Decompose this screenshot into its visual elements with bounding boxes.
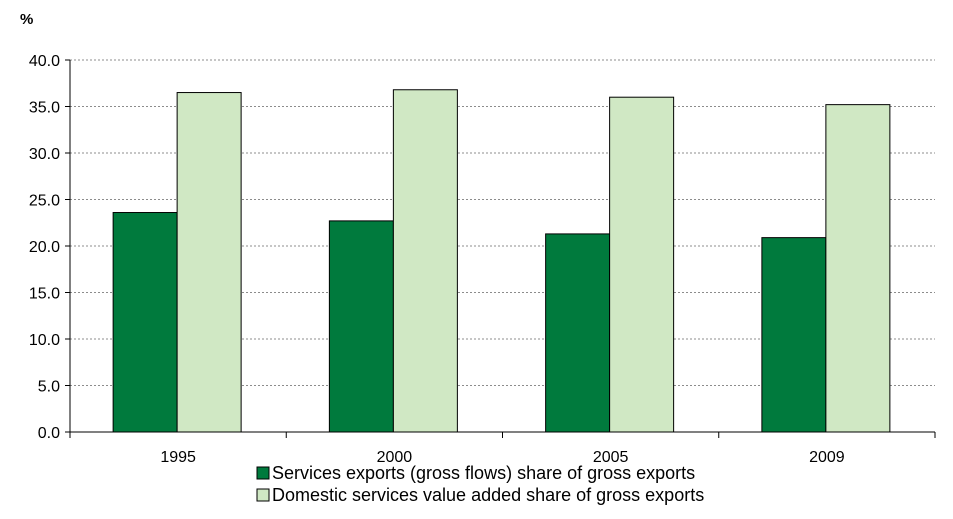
legend: Services exports (gross flows) share of … <box>256 463 704 505</box>
x-tick-label: 1995 <box>160 449 196 466</box>
y-tick-label: 35.0 <box>29 100 60 117</box>
y-tick-label: 0.0 <box>38 425 60 442</box>
bars <box>112 89 891 433</box>
y-tick-label: 20.0 <box>29 239 60 256</box>
y-tick-label: 40.0 <box>29 53 60 70</box>
y-tick-label: 30.0 <box>29 146 60 163</box>
x-tick-label: 2005 <box>593 449 629 466</box>
legend-swatch <box>256 466 270 480</box>
y-tick-label: 10.0 <box>29 332 60 349</box>
bar <box>609 96 675 433</box>
y-tick-label: 5.0 <box>38 379 60 396</box>
x-tick-label: 2000 <box>377 449 413 466</box>
bar <box>176 92 242 433</box>
legend-label: Domestic services value added share of g… <box>272 485 704 505</box>
bar <box>825 104 891 433</box>
bar <box>545 233 611 433</box>
legend-swatch <box>256 488 270 502</box>
bar <box>112 212 178 433</box>
y-axis-ticks: 0.0 5.0 10.0 15.0 20.0 25.0 30.0 35.0 40.0 <box>29 53 70 442</box>
y-tick-label: 25.0 <box>29 193 60 210</box>
bar <box>761 237 827 433</box>
legend-label: Services exports (gross flows) share of … <box>272 463 695 483</box>
y-axis-unit-label: % <box>20 11 33 28</box>
bar <box>328 220 394 433</box>
x-axis-ticks: 1995 2000 2005 2009 <box>69 432 936 466</box>
bar <box>392 89 458 433</box>
x-tick-label: 2009 <box>809 449 845 466</box>
y-tick-label: 15.0 <box>29 286 60 303</box>
